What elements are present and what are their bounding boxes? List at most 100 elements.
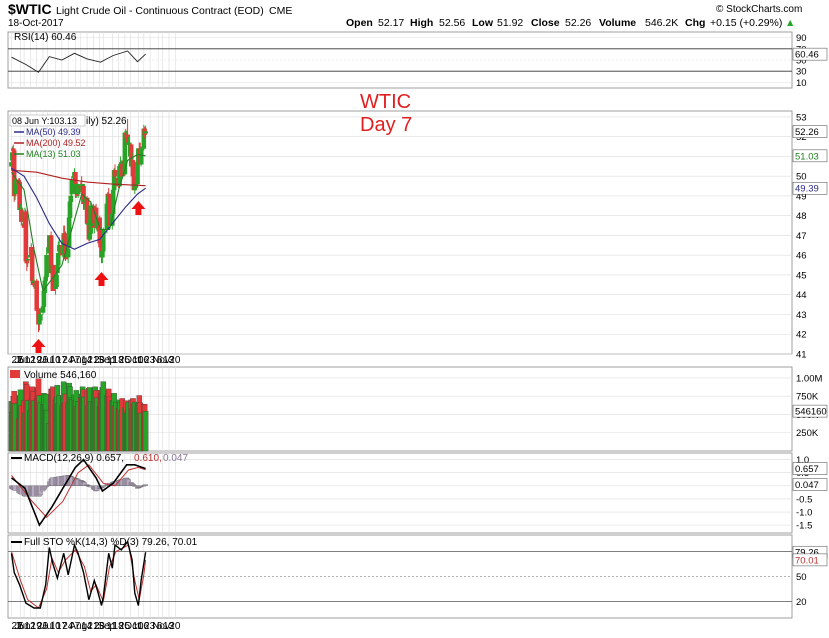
price-tick: 42 bbox=[796, 330, 807, 341]
candle-body bbox=[106, 193, 111, 197]
macd-tick: -1.0 bbox=[796, 508, 812, 519]
candle-body bbox=[37, 320, 42, 325]
volume-tick: 1.00M bbox=[796, 373, 822, 384]
volume-badge-box bbox=[792, 404, 828, 418]
volume-value: 546.2K bbox=[645, 17, 678, 29]
rsi-badge-box bbox=[792, 47, 828, 61]
candle-body bbox=[43, 276, 48, 282]
rsi-tick: 90 bbox=[796, 33, 807, 44]
price-tick: 53 bbox=[796, 112, 807, 123]
x-label-mid: 14 bbox=[81, 355, 93, 366]
candle-body bbox=[65, 249, 71, 258]
x-label-mid: 5 bbox=[18, 355, 24, 366]
price-label: ily) 52.26 bbox=[86, 116, 127, 127]
macd-tick: -0.5 bbox=[796, 494, 812, 505]
volume-bar bbox=[142, 410, 149, 452]
copyright: © StockCharts.com bbox=[716, 4, 802, 15]
x-label-mid: Nov bbox=[152, 355, 170, 366]
volume-swatch bbox=[10, 370, 20, 378]
value-badges: 60.46 52.26 51.03 49.39 546160 0.657 0.047 79.2… bbox=[792, 47, 828, 567]
annotation-line2: Day 7 bbox=[360, 114, 412, 136]
macd-hist-bar bbox=[44, 485, 49, 487]
candle-body bbox=[138, 148, 144, 165]
candle-body bbox=[40, 306, 46, 313]
sto-tick: 50 bbox=[796, 572, 807, 583]
x-label-bottom: Jun bbox=[15, 621, 31, 632]
macd-tick: -1.5 bbox=[796, 521, 812, 532]
macd-hist-badge-box bbox=[792, 478, 828, 491]
x-label-mid: 23 bbox=[144, 355, 156, 366]
x-label-bottom: 16 bbox=[138, 621, 150, 632]
x-label-mid: 19 bbox=[31, 355, 43, 366]
sto-d-badge-box bbox=[792, 553, 828, 567]
panel-frame-macd bbox=[7, 452, 793, 534]
price-tick: 49 bbox=[796, 191, 807, 202]
x-label-mid: 28 bbox=[94, 355, 106, 366]
low-value: 51.92 bbox=[497, 17, 523, 29]
ohlc-summary: Open 52.17 High 52.56 Low 51.92 Close 52… bbox=[346, 17, 795, 29]
x-label-bottom: Oct bbox=[124, 621, 140, 632]
rsi-tick: 30 bbox=[796, 67, 807, 78]
ma-legend: MA(50) 49.39 MA(200) 49.52 MA(13) 51.03 bbox=[14, 127, 86, 159]
x-label-bottom: Nov bbox=[152, 621, 170, 632]
price-badge: 52.26 bbox=[795, 127, 819, 138]
candle-body bbox=[54, 274, 59, 288]
x-label-bottom: 18 bbox=[113, 621, 125, 632]
candle-body bbox=[132, 183, 138, 191]
candle-body bbox=[112, 170, 118, 177]
x-label-bottom: 25 bbox=[119, 621, 131, 632]
x-label-mid: 11 bbox=[106, 355, 117, 366]
candle-body bbox=[12, 179, 18, 195]
macd-hist-bar bbox=[100, 485, 106, 487]
x-label-mid: Aug bbox=[69, 355, 87, 366]
x-label-mid: 20 bbox=[169, 355, 181, 366]
volume-badge: 546160 bbox=[795, 407, 827, 418]
macd-tick: 1.0 bbox=[796, 455, 809, 466]
sto-k-line bbox=[10, 540, 147, 609]
price-tick: 44 bbox=[796, 290, 807, 301]
rsi-tick: 10 bbox=[796, 78, 807, 89]
x-label-mid: 10 bbox=[132, 355, 144, 366]
candle-body bbox=[87, 233, 93, 240]
annotation-line1: WTIC bbox=[360, 91, 411, 113]
up-arrow-icon bbox=[94, 272, 109, 286]
sto-label: Full STO %K(14,3) %D(3) 79.26, 70.01 bbox=[24, 537, 198, 548]
rsi-tick: 50 bbox=[796, 56, 807, 67]
macd-badge-box bbox=[792, 462, 828, 475]
candle-body bbox=[29, 247, 35, 282]
candle-body bbox=[23, 211, 29, 262]
sto-legend: Full STO %K(14,3) %D(3) 79.26, 70.01 bbox=[11, 537, 198, 548]
rsi-badge: 60.46 bbox=[795, 50, 819, 61]
macd-badge: 0.657 bbox=[795, 464, 819, 475]
macd-legend: MACD(12,26,9) 0.657, 0.610, 0.047 bbox=[11, 453, 188, 464]
x-label-bottom: 19 bbox=[31, 621, 43, 632]
x-label-mid: 18 bbox=[113, 355, 125, 366]
candle-body bbox=[126, 142, 131, 145]
candle-body bbox=[130, 160, 136, 177]
macd-hist-label: 0.047 bbox=[163, 453, 188, 464]
high-value: 52.56 bbox=[439, 17, 465, 29]
x-label-mid: Jun bbox=[15, 355, 31, 366]
macd-label: MACD(12,26,9) 0.657, bbox=[24, 453, 124, 464]
up-arrow-icon bbox=[31, 339, 46, 353]
ma13-legend: MA(13) 51.03 bbox=[26, 149, 81, 159]
candle-body bbox=[34, 280, 39, 311]
low-label: Low bbox=[472, 17, 494, 29]
candle-body bbox=[53, 286, 58, 290]
x-label-bottom: 13 bbox=[163, 621, 175, 632]
candle-body bbox=[67, 201, 73, 218]
x-label-bottom: 22 bbox=[12, 621, 24, 632]
price-tick: 45 bbox=[796, 270, 807, 281]
x-label-bottom: 23 bbox=[144, 621, 156, 632]
price-tick: 50 bbox=[796, 172, 807, 183]
x-label-bottom: 11 bbox=[106, 621, 117, 632]
x-label-bottom: 7 bbox=[75, 621, 81, 632]
candle-body bbox=[100, 251, 105, 258]
x-label-mid: 12 bbox=[24, 355, 36, 366]
x-label-bottom: 21 bbox=[87, 621, 99, 632]
rsi-line bbox=[11, 50, 146, 73]
candle-body bbox=[38, 314, 43, 321]
exchange: CME bbox=[269, 5, 292, 17]
price-tick: 41 bbox=[796, 350, 807, 361]
